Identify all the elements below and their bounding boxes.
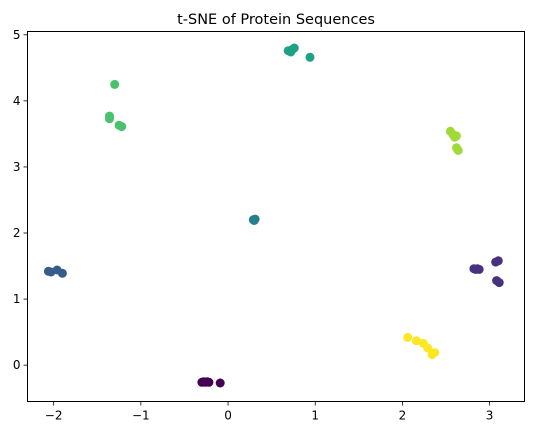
y-tick-label: 5 [13,28,21,42]
y-tick-label: 3 [13,160,21,174]
data-point-cluster-2-3 [57,268,67,278]
data-point-cluster-0-4 [204,377,214,387]
data-point-cluster-4-3 [289,43,299,53]
data-points [43,43,504,388]
data-point-cluster-7-0 [403,332,413,342]
y-tick-label: 4 [13,94,21,108]
data-point-cluster-0-5 [215,378,225,388]
y-tick-label: 2 [13,226,21,240]
data-point-cluster-7-5 [430,348,440,358]
data-point-cluster-6-5 [453,145,463,155]
data-point-cluster-1-3 [474,264,484,274]
data-point-cluster-1-5 [493,256,503,266]
plot-area-frame [27,31,525,402]
data-point-cluster-7-1 [411,336,421,346]
y-tick-label: 0 [13,358,21,372]
data-point-cluster-1-7 [494,278,504,288]
data-point-cluster-5-0 [110,79,120,89]
x-tick-label: 0 [224,409,232,423]
x-tick-label: 3 [486,409,494,423]
x-tick-label: −1 [132,409,150,423]
data-point-cluster-5-4 [117,122,127,132]
axis-ticks: −2 −1 0 1 2 3 0 1 2 3 4 5 [13,28,494,423]
x-tick-label: 1 [311,409,319,423]
data-point-cluster-5-2 [105,114,114,124]
data-point-cluster-4-4 [305,52,315,62]
x-tick-label: −2 [45,409,63,423]
y-tick-label: 1 [13,292,21,306]
data-point-cluster-6-3 [452,131,461,141]
data-point-cluster-3-2 [249,216,259,225]
data-point-cluster-7-3 [423,343,433,353]
chart-title: t-SNE of Protein Sequences [177,12,375,28]
x-tick-label: 2 [399,409,407,423]
